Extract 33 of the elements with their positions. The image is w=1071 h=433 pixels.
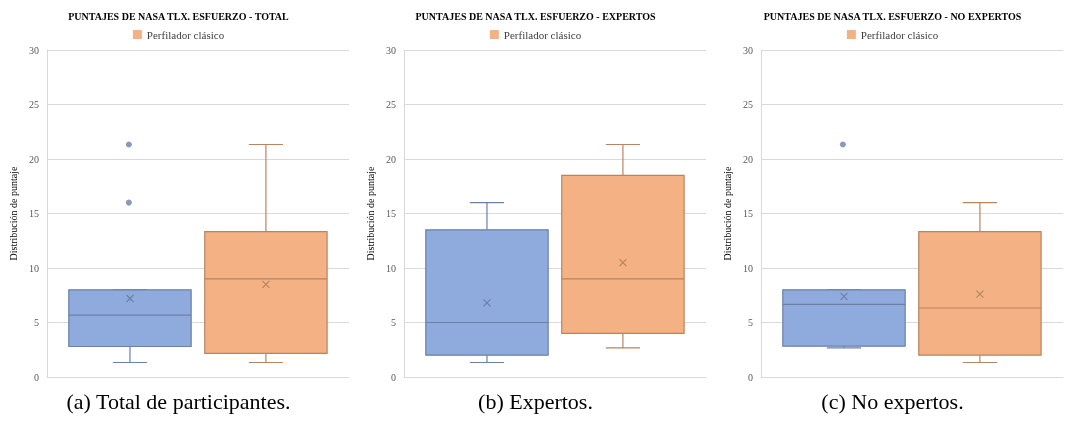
y-tick-label: 20: [742, 153, 753, 165]
y-tick-label: 5: [747, 317, 753, 328]
y-tick-label: 20: [28, 153, 39, 165]
y-tick-label: 10: [28, 262, 39, 274]
chart-title: PUNTAJES DE NASA TLX. ESFUERZO - NO EXPERTOS: [763, 10, 1022, 22]
y-tick-label: 25: [742, 99, 753, 110]
text: (a) Total de participantes.: [66, 389, 291, 415]
y-tick-label: 25: [28, 99, 39, 110]
chart-title: PUNTAJES DE NASA TLX. ESFUERZO - EXPERTOS: [415, 10, 656, 22]
y-tick-label: 30: [28, 44, 39, 56]
y-tick-label: 25: [385, 99, 396, 110]
y-axis-title: Distribución de puntaje: [721, 166, 733, 261]
text: (c) No expertos.: [821, 389, 964, 415]
y-tick-label: 10: [385, 262, 396, 274]
y-axis-title: Distribución de puntaje: [364, 166, 376, 261]
y-tick-label: 15: [385, 208, 396, 219]
y-tick-label: 5: [390, 317, 396, 328]
y-tick-label: 20: [385, 153, 396, 165]
chart-title: PUNTAJES DE NASA TLX. ESFUERZO - TOTAL: [68, 10, 290, 22]
legend-label: Perfilador clásico: [146, 28, 225, 41]
y-tick-label: 0: [747, 371, 753, 383]
y-tick-label: 30: [742, 44, 753, 56]
y-tick-label: 0: [33, 371, 39, 383]
y-tick-label: 5: [33, 317, 39, 328]
text: (b) Expertos.: [478, 389, 593, 415]
y-tick-label: 15: [28, 208, 39, 219]
y-tick-label: 15: [742, 208, 753, 219]
legend-label: Perfilador clásico: [503, 28, 582, 41]
legend-label: Perfilador clásico: [860, 28, 939, 41]
y-tick-label: 0: [390, 371, 396, 383]
y-axis-title: Distribución de puntaje: [7, 166, 19, 261]
y-tick-label: 10: [742, 262, 753, 274]
y-tick-label: 30: [385, 44, 396, 56]
